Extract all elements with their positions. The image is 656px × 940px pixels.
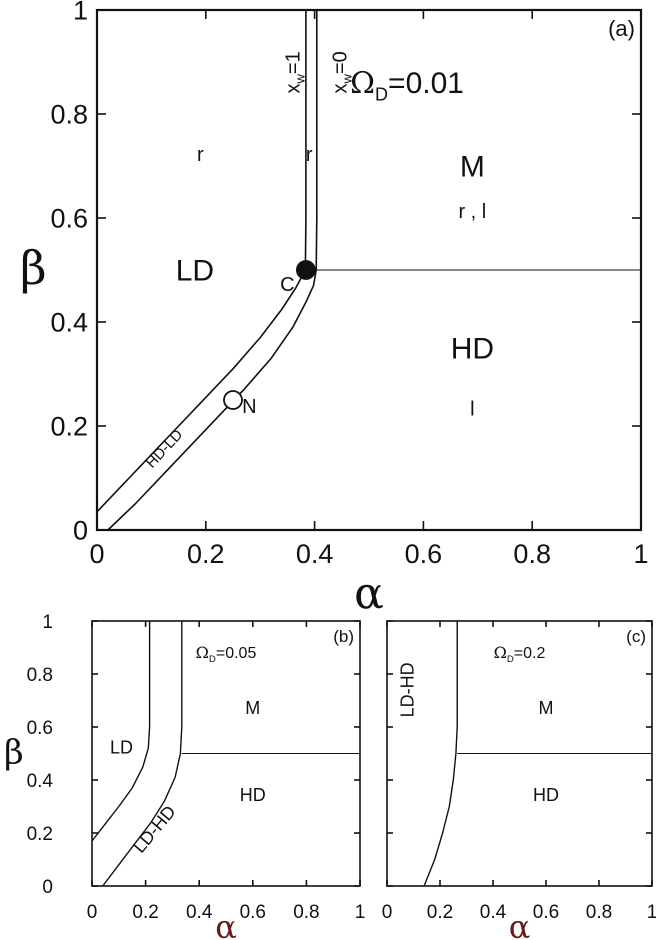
line-label: xw=1 [282,51,307,93]
line-label-sub: w [292,74,307,85]
y-tick-label: 0.2 [50,412,88,442]
region-label: r , l [458,201,486,223]
x-tick-label: 1 [355,902,366,923]
line-label-value: =0 [330,51,352,74]
region-label: HD [533,785,559,805]
panel-label: (c) [626,627,646,646]
line-label: HD-LD [143,426,187,471]
omega-symbol: Ω [196,643,209,662]
x-tick-label: 0.6 [240,902,266,923]
region-label: LD [110,738,133,758]
panel-c: 0 0.2 0.4 0.6 0.8 1 α (c) ΩD=0.2 M HD LD-HD [382,620,656,940]
region-label: HD [240,785,266,805]
x-tick-label: 0.8 [293,902,319,923]
series-line [423,621,458,887]
omega-subscript: D [507,654,514,665]
x-tick-label: 0.2 [132,902,158,923]
x-axis-label: α [354,568,384,619]
omega-d-annotation: ΩD=0.01 [350,66,464,105]
omega-subscript: D [209,654,216,665]
line-label-value: =1 [282,51,304,74]
omega-value: =0.05 [216,645,257,662]
line-label-base: x [282,84,304,94]
x-tick-label: 0.6 [533,902,559,923]
x-tick-label: 0.8 [586,902,612,923]
series-line [102,621,183,887]
omega-d-annotation: ΩD=0.05 [196,643,257,665]
x-axis-label: α [509,908,531,940]
y-tick-label: 1 [42,612,53,633]
y-axis-label: β [20,241,47,295]
x-tick-label: 0.4 [186,902,213,923]
x-tick-label: 0 [87,902,98,923]
y-tick-label: 0 [42,877,53,898]
line-label-base: x [330,84,352,94]
region-label: N [242,396,256,418]
y-tick-label: 0.6 [27,718,53,739]
region-label: r [197,144,204,166]
x-tick-label: 1 [633,539,648,569]
region-label: M [245,698,260,718]
region-label: LD-HD [398,662,418,717]
region-label: LD-HD [129,802,180,857]
omega-value: =0.01 [388,67,464,100]
region-label: M [539,698,554,718]
region-label: l [470,399,474,421]
panel-a: 0 0.2 0.4 0.6 0.8 1 0 0.2 0.4 0.6 0.8 1 α β (a) ΩD=0.01… [20,0,649,619]
y-tick-label: 0.4 [27,771,54,792]
y-axis-label: β [4,733,24,773]
y-tick-label: 0.4 [50,308,88,338]
omega-d-annotation: ΩD=0.2 [494,643,546,665]
y-tick-label: 0.8 [50,100,88,130]
panel-b: 0 0.2 0.4 0.6 0.8 1 0 0.2 0.4 0.6 0.8 1 α β (b) ΩD=0.05… [4,612,365,940]
region-label: C [280,274,294,296]
x-tick-label: 0.2 [427,902,453,923]
y-tick-label: 1 [73,0,88,26]
line-label: xw=0 [330,51,355,93]
region-label: HD [451,332,494,365]
x-tick-label: 0.4 [296,539,334,569]
x-tick-label: 0 [382,902,393,923]
y-tick-label: 0 [73,516,88,546]
x-tick-label: 0.2 [187,539,225,569]
region-label: LD [176,254,214,287]
point-marker-C [295,260,316,280]
y-tick-label: 0.8 [27,665,53,686]
x-tick-label: 1 [647,902,656,923]
point-marker-N [223,390,243,410]
region-label: r [306,144,313,166]
omega-value: =0.2 [514,645,546,662]
region-label: M [460,150,485,183]
omega-symbol: Ω [494,643,507,662]
panel-label: (a) [608,16,635,41]
line-label-sub: w [340,74,355,85]
series-line [91,621,151,842]
y-tick-label: 0.2 [27,824,53,845]
series-line [107,10,318,531]
x-tick-label: 0.8 [513,539,551,569]
x-tick-label: 0.6 [405,539,443,569]
y-tick-label: 0.6 [50,204,88,234]
x-axis-label: α [215,908,237,940]
x-tick-label: 0 [89,539,104,569]
x-tick-label: 0.4 [480,902,507,923]
panel-label: (b) [333,627,354,646]
omega-symbol: Ω [350,66,375,101]
omega-subscript: D [375,85,388,105]
